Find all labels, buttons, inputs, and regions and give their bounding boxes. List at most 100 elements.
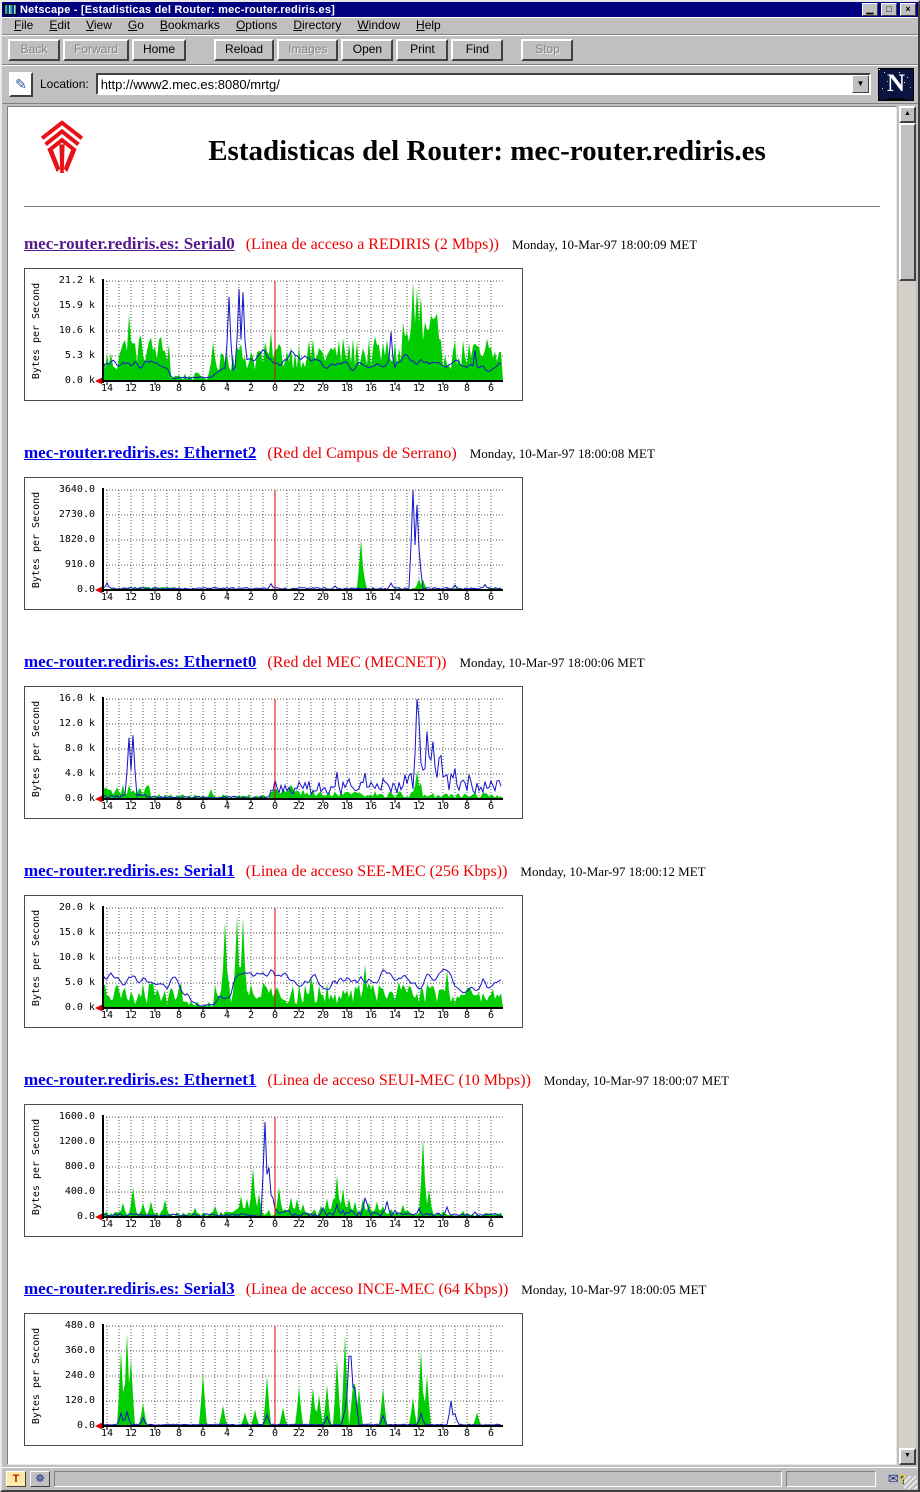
x-tick-label: 0 [271,1428,279,1439]
location-dropdown-button[interactable]: ▼ [852,75,869,93]
y-tick-label: 16.0 k [58,693,95,704]
home-button[interactable]: Home [132,38,187,61]
x-tick-label: 8 [463,801,471,812]
menu-go[interactable]: Go [127,18,144,32]
location-input[interactable] [97,75,852,93]
print-button[interactable]: Print [396,38,449,61]
x-tick-label: 18 [340,801,354,812]
x-tick-label: 20 [316,383,330,394]
y-tick-label: 0.0 k [64,375,95,386]
menu-window[interactable]: Window [357,18,401,32]
menu-help[interactable]: Help [416,18,441,32]
back-button[interactable]: Back [8,38,60,61]
x-tick-label: 4 [223,1219,231,1230]
y-tick-label: 10.0 k [58,952,95,963]
interface-link[interactable]: mec-router.rediris.es: Serial3 [24,1279,235,1298]
maximize-button[interactable]: □ [881,3,897,16]
x-tick-label: 6 [199,801,207,812]
menu-directory[interactable]: Directory [293,18,342,32]
traffic-graph-ethernet2[interactable]: Bytes per Second 3640.0 2730.0 1820.0 910.0 0… [24,477,523,610]
x-tick-label: 18 [340,1010,354,1021]
close-button[interactable]: × [900,3,916,16]
x-tick-label: 14 [388,801,402,812]
x-tick-label: 8 [175,1010,183,1021]
status-bar: T ☸ ✉? [2,1467,918,1490]
interface-link[interactable]: mec-router.rediris.es: Serial1 [24,861,235,880]
x-tick-label: 2 [247,592,255,603]
x-tick-label: 2 [247,383,255,394]
interface-description: (Red del MEC (MECNET)) [267,654,447,671]
interface-link[interactable]: mec-router.rediris.es: Ethernet0 [24,652,257,671]
y-tick-label: 0.0 [76,1420,95,1431]
interface-link[interactable]: mec-router.rediris.es: Ethernet2 [24,443,257,462]
page-title: Estadisticas del Router: mec-router.redi… [208,135,766,167]
x-tick-label: 14 [100,1010,114,1021]
window-title: Netscape - [Estadisticas del Router: mec… [20,3,336,16]
x-tick-label: 14 [100,592,114,603]
x-tick-label: 12 [124,1219,138,1230]
y-tick-label: 0.0 k [64,793,95,804]
traffic-graph-ethernet1[interactable]: Bytes per Second 1600.0 1200.0 800.0 400.0 0.… [24,1104,523,1237]
menu-edit[interactable]: Edit [49,18,71,32]
minimize-button[interactable]: ▁ [862,3,878,16]
scroll-up-button[interactable]: ▲ [899,106,916,123]
x-tick-label: 12 [124,1428,138,1439]
mail-icon[interactable]: ✉? [880,1471,914,1487]
find-button[interactable]: Find [451,38,504,61]
y-tick-label: 3640.0 [58,484,95,495]
x-tick-label: 10 [436,801,450,812]
interface-description: (Linea de acceso a REDIRIS (2 Mbps)) [245,236,499,253]
header-divider [24,206,880,208]
x-tick-label: 6 [199,383,207,394]
traffic-graph-ethernet0[interactable]: Bytes per Second 16.0 k 12.0 k 8.0 k 4.0 k 0.… [24,686,523,819]
x-tick-label: 14 [388,1428,402,1439]
x-tick-label: 14 [100,383,114,394]
x-tick-label: 22 [292,1428,306,1439]
browser-viewport: Estadisticas del Router: mec-router.redi… [7,106,897,1465]
x-tick-label: 10 [148,1428,162,1439]
scroll-down-button[interactable]: ▼ [899,1448,916,1465]
x-tick-label: 12 [124,592,138,603]
images-button[interactable]: Images [277,38,339,61]
x-tick-label: 14 [388,592,402,603]
x-tick-label: 12 [412,1219,426,1230]
x-tick-label: 8 [175,592,183,603]
x-tick-label: 12 [412,1010,426,1021]
scroll-thumb[interactable] [899,123,916,281]
menu-file[interactable]: File [14,18,34,32]
stop-button[interactable]: Stop [521,38,574,61]
menu-options[interactable]: Options [235,18,278,32]
x-tick-label: 14 [388,1219,402,1230]
x-tick-label: 2 [247,1428,255,1439]
graph-plot [95,279,503,385]
interface-description: (Linea de acceso SEE-MEC (256 Kbps)) [245,863,508,880]
x-tick-label: 2 [247,1219,255,1230]
x-tick-label: 14 [388,383,402,394]
status-icon-t[interactable]: T [6,1471,26,1487]
interface-timestamp: Monday, 10-Mar-97 18:00:12 MET [520,864,706,879]
x-tick-label: 0 [271,1010,279,1021]
status-wheel-icon[interactable]: ☸ [30,1471,50,1487]
x-tick-label: 4 [223,1428,231,1439]
x-tick-label: 8 [463,1219,471,1230]
traffic-graph-serial3[interactable]: Bytes per Second 480.0 360.0 240.0 120.0 0.0 1… [24,1313,523,1446]
open-button[interactable]: Open [341,38,394,61]
location-quill-icon[interactable]: ✎ [9,71,33,97]
forward-button[interactable]: Forward [63,38,130,61]
menu-bookmarks[interactable]: Bookmarks [159,18,220,32]
interface-link[interactable]: mec-router.rediris.es: Ethernet1 [24,1070,257,1089]
netscape-logo[interactable]: N [878,67,914,101]
y-tick-label: 4.0 k [64,768,95,779]
interface-link[interactable]: mec-router.rediris.es: Serial0 [24,234,235,253]
resize-grip[interactable] [904,1476,917,1489]
x-tick-label: 18 [340,592,354,603]
x-tick-label: 8 [463,383,471,394]
menu-view[interactable]: View [86,18,112,32]
scrollbar[interactable]: ▲ ▼ [899,106,916,1465]
mec-logo [40,120,84,173]
reload-button[interactable]: Reload [214,38,275,61]
starfield-decoration [879,68,880,70]
progress-bar [786,1471,876,1487]
